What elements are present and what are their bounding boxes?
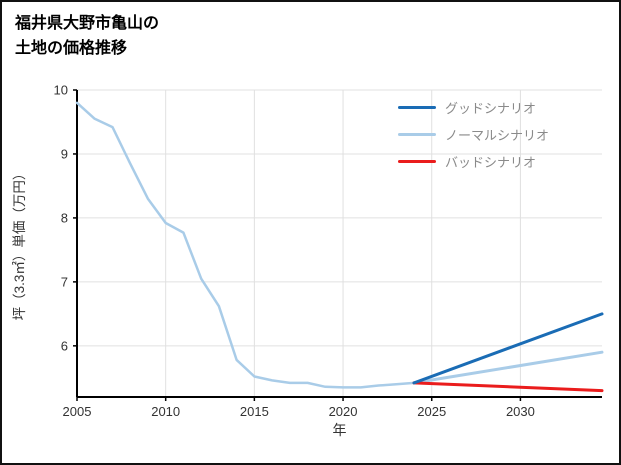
y-tick-label: 7: [61, 274, 68, 289]
normal-scenario-line: [412, 350, 604, 385]
x-tick-label: 2020: [329, 404, 358, 419]
normal-scenario-color-swatch: [398, 133, 436, 136]
x-tick-label: 2010: [151, 404, 180, 419]
y-tick-label: 10: [54, 83, 68, 98]
y-axis-label: 坪（3.3㎡）単価（万円）: [12, 167, 27, 321]
x-tick-label: 2030: [506, 404, 535, 419]
x-tick-label: 2015: [240, 404, 269, 419]
good-scenario-line: [412, 312, 604, 385]
page-title: 福井県大野市亀山の 土地の価格推移: [15, 12, 159, 62]
x-tick-label: 2005: [63, 404, 92, 419]
x-tick-label: 2025: [417, 404, 446, 419]
x-axis-label: 年: [333, 422, 347, 438]
good-scenario-label: グッドシナリオ: [445, 101, 537, 116]
y-tick-label: 8: [61, 210, 68, 225]
legend-item-normal-scenario: ノーマルシナリオ: [398, 121, 549, 148]
title-line-2: 土地の価格推移: [15, 39, 128, 57]
bad-scenario-line: [412, 381, 604, 393]
legend-item-good-scenario: グッドシナリオ: [398, 94, 549, 121]
bad-scenario-label: バッドシナリオ: [445, 155, 537, 170]
legend-item-bad-scenario: バッドシナリオ: [398, 148, 549, 175]
y-tick-label: 9: [61, 146, 68, 161]
history-line: [75, 101, 416, 389]
title-line-1: 福井県大野市亀山の: [15, 15, 160, 32]
chart-legend: グッドシナリオ ノーマルシナリオ バッドシナリオ: [398, 94, 549, 175]
bad-scenario-color-swatch: [398, 160, 436, 163]
y-tick-label: 6: [61, 338, 68, 353]
good-scenario-color-swatch: [398, 106, 436, 109]
normal-scenario-label: ノーマルシナリオ: [445, 128, 550, 143]
